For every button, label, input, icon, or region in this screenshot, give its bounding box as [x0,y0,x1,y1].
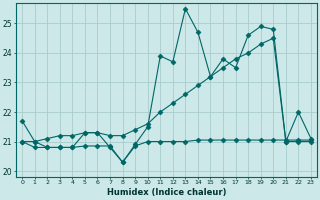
X-axis label: Humidex (Indice chaleur): Humidex (Indice chaleur) [107,188,226,197]
